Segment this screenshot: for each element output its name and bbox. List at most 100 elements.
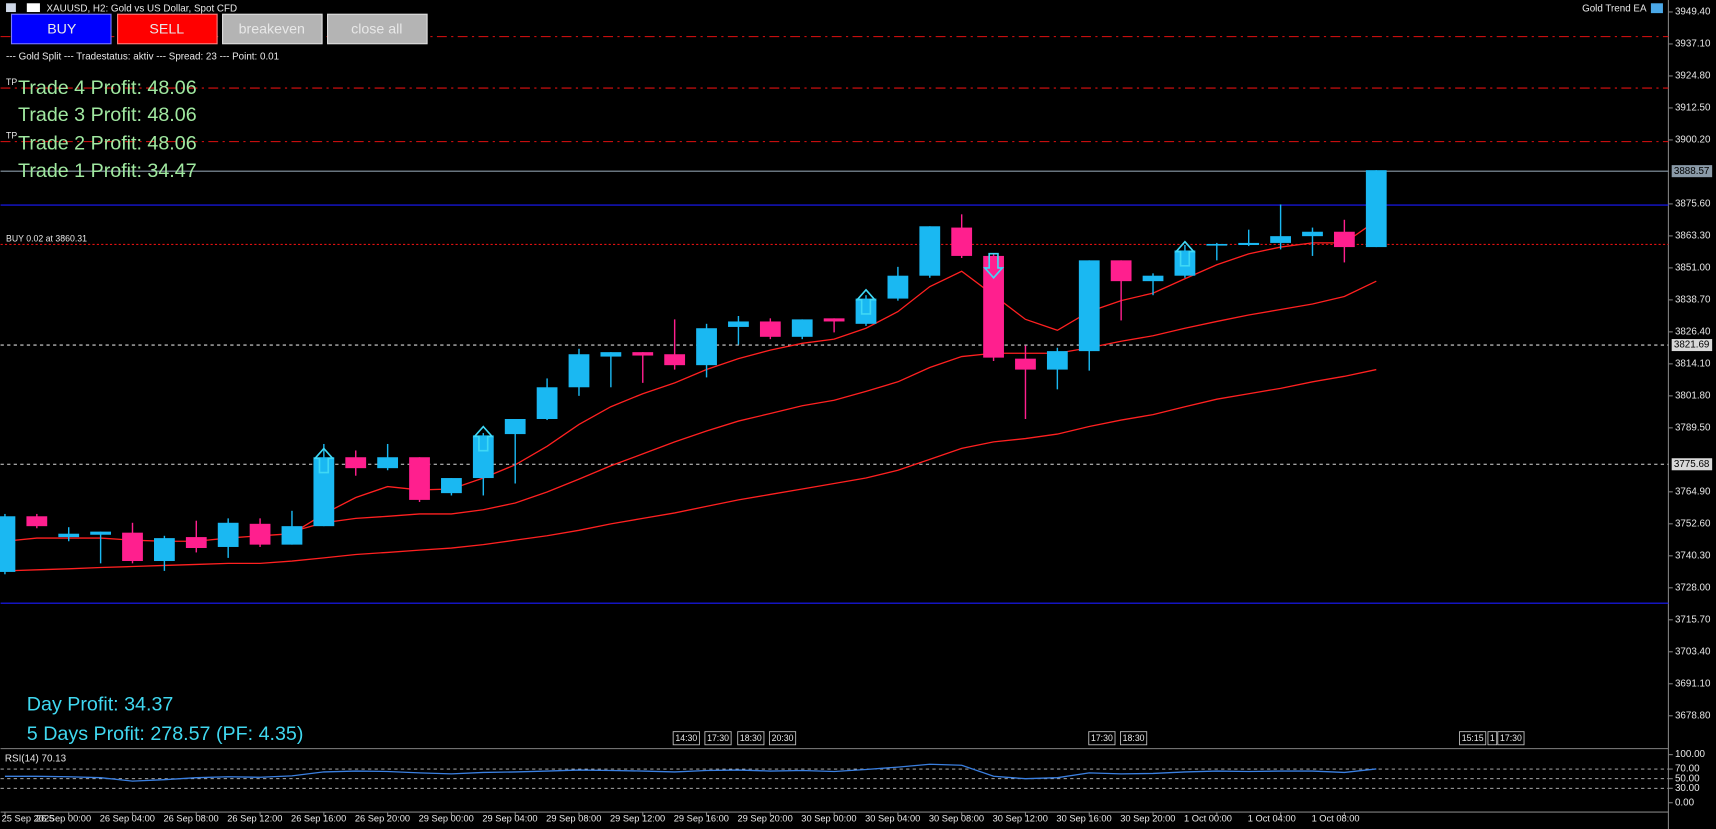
level-text: BUY 0.02 at 3860.31 [6,233,87,243]
session-mark-box [768,731,797,746]
plot [0,170,1387,575]
y-tick-label: 3949.40 [1675,7,1711,18]
level-label-box [1671,458,1713,471]
level-text: TP [6,77,17,87]
ea-name: Gold Trend EA [1582,3,1647,14]
sell-label[interactable]: SELL [149,21,184,37]
candle-body [791,319,813,337]
session-mark-box [672,731,700,746]
candle-body [1110,260,1132,282]
rsi-tick-label: 0.00 [1675,797,1695,808]
x-tick-label: 25 Sep 2025 [2,814,55,824]
candle-body [504,419,526,435]
x-tick-label: 30 Sep 12:00 [993,814,1048,824]
signal-arrow [855,288,877,315]
level-label: 3821.69 [1674,340,1710,351]
candle-body [154,538,175,562]
rsi-tick-label: 50.00 [1675,773,1700,784]
y-tick-label: 3691.10 [1675,678,1711,689]
buy-label[interactable]: BUY [47,21,77,37]
x-tick-label: 26 Sep 16:00 [291,814,346,824]
y-tick-label: 3764.90 [1675,486,1711,497]
candle-body [855,298,877,324]
session-mark: 17:30 [1091,733,1113,743]
candle-body [441,478,462,494]
x-tick-label: 30 Sep 08:00 [929,814,984,824]
candle-body [759,321,781,337]
candle-body [377,457,399,469]
candle-body [122,532,143,562]
moving-average [4,368,1377,572]
level-label-box [1671,165,1713,178]
x-tick-label: 1 Oct 08:00 [1312,814,1360,824]
candle-body [728,321,749,327]
x-tick-label: 29 Sep 08:00 [546,814,601,824]
buy-button[interactable] [10,13,112,45]
breakeven-label[interactable]: breakeven [239,21,305,37]
x-tick-label: 29 Sep 04:00 [482,814,537,824]
x-tick-label: 30 Sep 16:00 [1056,814,1111,824]
y-tick-label: 3801.80 [1675,390,1711,401]
candle-body [472,435,494,479]
level-label: 3888.57 [1674,166,1710,177]
candle-body [1142,275,1164,282]
session-mark: 18:30 [1123,733,1145,743]
chart-icon [26,3,40,13]
session-mark: 15:15 [1462,733,1484,743]
trade-profit: Trade 1 Profit: 34.47 [18,160,197,182]
y-tick-label: 3789.50 [1675,422,1711,433]
y-tick-label: 3937.10 [1675,39,1711,50]
button-bar: BUY SELL breakeven close all [10,13,428,45]
x-tick-label: 29 Sep 20:00 [738,814,793,824]
candle-body [983,255,1004,358]
x-tick-label: 26 Sep 20:00 [355,814,410,824]
trade-profit: Trade 2 Profit: 48.06 [18,133,197,155]
candle-body [664,354,686,366]
candle-body [823,318,845,322]
trade-profit: Trade 3 Profit: 48.06 [18,104,197,126]
x-tick-label: 1 Oct 00:00 [1184,814,1232,824]
session-mark: 1 [1490,733,1495,743]
candle-body [1365,170,1387,248]
candle-body [1270,236,1291,243]
session-mark: 20:30 [772,733,794,743]
breakeven-button[interactable] [222,13,323,45]
candle-body [26,516,48,527]
candle-body [249,523,271,545]
session-mark: 17:30 [707,733,729,743]
y-tick-label: 3703.40 [1675,646,1711,657]
candle-body [632,352,654,356]
candle-body [568,354,590,388]
candle-body [409,457,430,500]
session-mark-box [1497,731,1525,746]
y-tick-label: 3715.70 [1675,614,1711,625]
candle-body [887,275,909,299]
candle-body [1206,243,1228,246]
close-all-button[interactable] [327,13,428,45]
close-all-label[interactable]: close all [351,21,402,37]
y-tick-label: 3740.30 [1675,550,1711,561]
ea-icon [1650,3,1663,14]
sell-button[interactable] [117,13,218,45]
candle-body [696,328,717,366]
symbol-title: XAUUSD, H2: Gold vs US Dollar, Spot CFD [46,3,237,14]
y-tick-label: 3900.20 [1675,135,1711,146]
x-tick-label: 29 Sep 16:00 [674,814,729,824]
y-tick-label: 3912.50 [1675,103,1711,114]
x-tick-label: 29 Sep 00:00 [419,814,474,824]
candle-body [1046,351,1068,370]
x-tick-label: 30 Sep 00:00 [801,814,856,824]
y-tick-label: 3826.40 [1675,326,1711,337]
x-tick-label: 26 Sep 08:00 [163,814,218,824]
session-mark-box [704,731,732,746]
candle-body [1015,358,1036,370]
session-mark-box [1487,731,1498,746]
signal-arrow [982,252,1005,280]
level-text: TP [6,130,17,140]
candle-body [1238,242,1260,246]
moving-average [291,280,1377,533]
candle-body [58,533,80,538]
y-tick-label: 3814.10 [1675,358,1711,369]
